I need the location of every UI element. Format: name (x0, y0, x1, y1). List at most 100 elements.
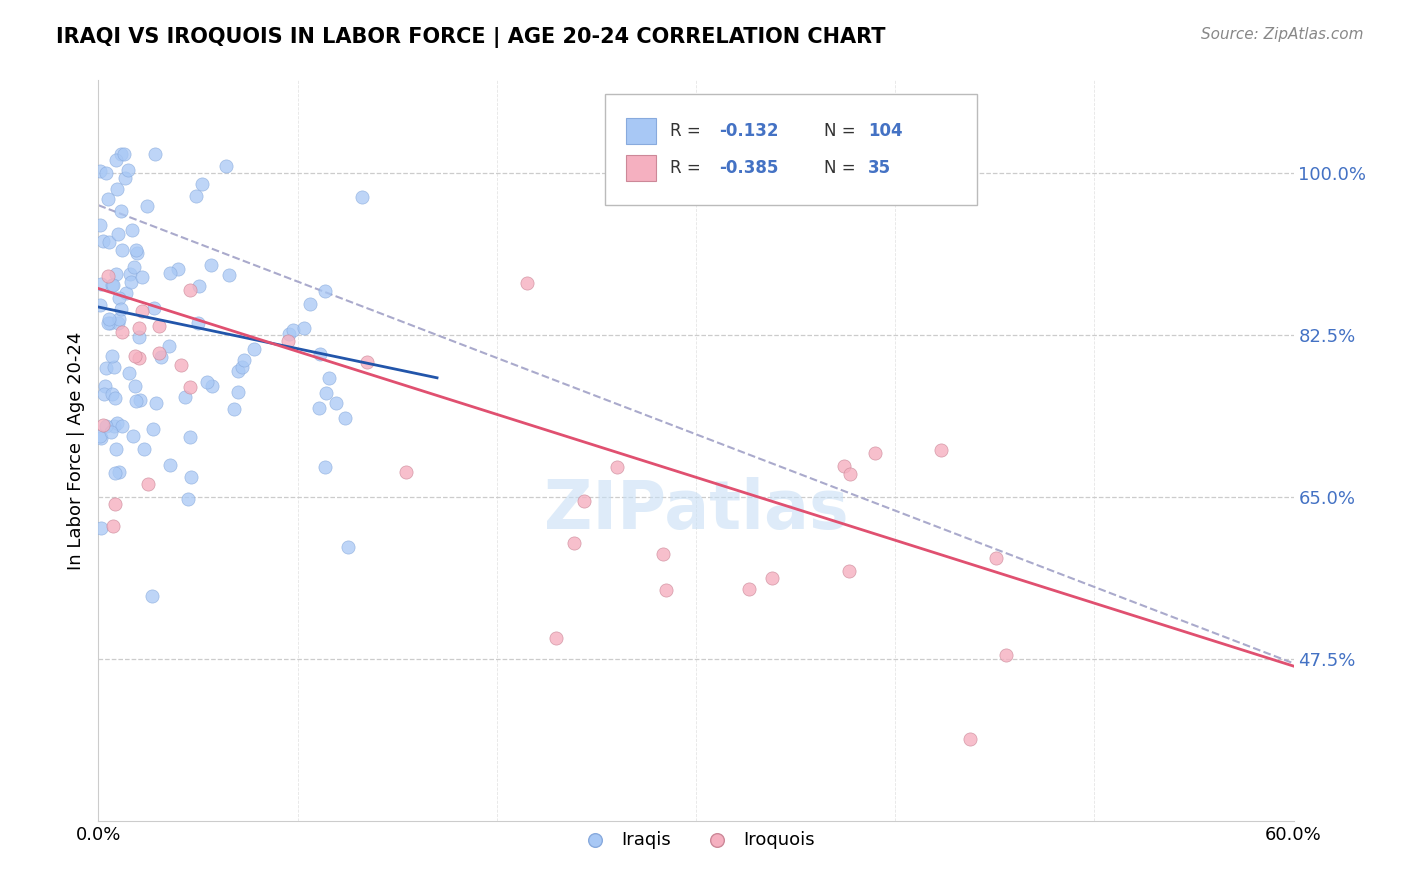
Point (120, 267, 142, 281)
Point (117, 162, 139, 177)
Point (191, 177, 214, 191)
Point (200, 259, 222, 273)
Point (143, 147, 166, 161)
Point (96, 166, 118, 180)
Point (187, 279, 209, 293)
Point (333, 410, 356, 425)
Point (159, 266, 181, 280)
Point (103, 519, 125, 533)
Point (107, 316, 129, 330)
Point (395, 465, 418, 479)
Point (90, 277, 112, 292)
Point (124, 379, 146, 393)
Point (101, 387, 124, 401)
Point (315, 385, 337, 400)
Point (89, 429, 111, 443)
Point (104, 391, 127, 405)
Point (180, 470, 202, 484)
Point (157, 339, 180, 353)
Point (350, 190, 373, 204)
Point (91, 234, 114, 248)
Point (516, 276, 538, 290)
Point (325, 396, 347, 410)
Point (308, 347, 330, 361)
Point (122, 260, 145, 274)
Point (574, 493, 596, 508)
Point (546, 631, 568, 645)
Point (142, 301, 165, 315)
Point (318, 371, 340, 385)
Point (150, 350, 173, 364)
Point (179, 430, 201, 444)
Text: R =: R = (669, 121, 706, 140)
Point (128, 392, 150, 407)
Y-axis label: In Labor Force | Age 20-24: In Labor Force | Age 20-24 (66, 331, 84, 570)
Point (959, 731, 981, 746)
Point (242, 342, 264, 356)
Point (299, 297, 322, 311)
Point (97, 192, 120, 206)
Point (148, 345, 170, 359)
Point (233, 352, 256, 367)
Point (97, 235, 120, 249)
Point (308, 401, 330, 415)
Point (94, 379, 117, 393)
Point (655, 582, 678, 597)
Point (89, 164, 111, 178)
Point (104, 267, 127, 281)
Point (90, 521, 112, 535)
Point (110, 147, 132, 161)
Point (125, 394, 148, 409)
Point (96, 360, 118, 375)
Point (277, 326, 299, 341)
Point (121, 223, 143, 237)
Point (101, 349, 124, 363)
Point (121, 429, 143, 443)
Point (105, 442, 128, 456)
Point (170, 358, 193, 372)
Point (141, 590, 163, 604)
Point (105, 153, 128, 168)
Point (125, 243, 148, 257)
Point (114, 170, 136, 185)
Point (838, 564, 860, 578)
Point (108, 465, 131, 479)
Text: 35: 35 (868, 159, 891, 178)
Point (606, 459, 628, 474)
Point (215, 159, 238, 173)
Point (98, 316, 121, 330)
Point (218, 268, 240, 282)
Point (929, 442, 952, 457)
Point (984, 550, 1007, 565)
Point (98, 311, 121, 326)
Legend: Iraqis, Iroquois: Iraqis, Iroquois (569, 823, 823, 856)
Point (132, 442, 155, 456)
Text: -0.132: -0.132 (718, 121, 778, 140)
Point (104, 497, 127, 511)
Point (177, 492, 200, 507)
Point (314, 284, 336, 298)
Point (107, 291, 129, 305)
Point (224, 401, 246, 416)
Point (195, 375, 218, 389)
Point (110, 204, 132, 219)
Point (226, 385, 249, 400)
Point (832, 459, 855, 474)
Point (128, 351, 150, 365)
Point (118, 366, 141, 380)
Point (231, 359, 253, 374)
Point (90, 431, 112, 445)
Point (148, 318, 170, 333)
Point (103, 359, 125, 374)
Point (356, 355, 378, 369)
Point (142, 422, 165, 436)
Point (201, 379, 224, 393)
Point (167, 261, 190, 276)
Point (100, 425, 122, 439)
Point (277, 334, 299, 348)
Text: 104: 104 (868, 121, 903, 140)
Bar (626, 155, 657, 181)
Text: Source: ZipAtlas.com: Source: ZipAtlas.com (1201, 27, 1364, 42)
Point (128, 321, 150, 335)
Point (94, 418, 117, 433)
